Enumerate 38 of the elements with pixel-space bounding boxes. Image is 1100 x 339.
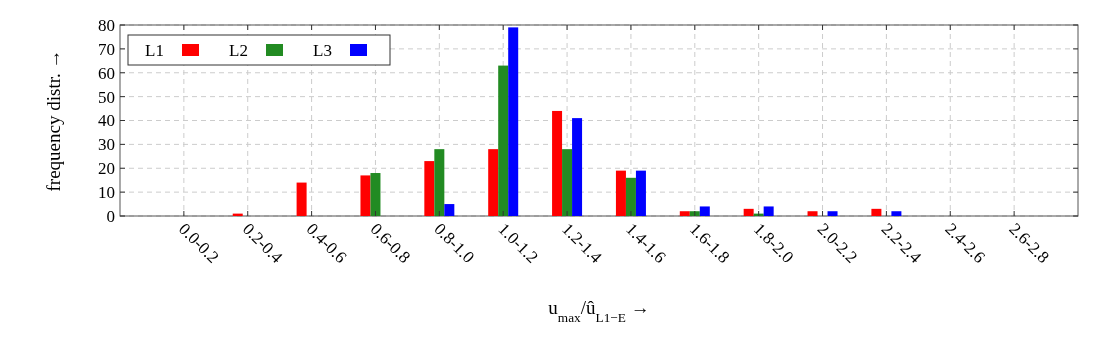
y-tick-label: 80: [98, 15, 115, 35]
bar: [615, 170, 626, 216]
bar: [296, 182, 307, 216]
legend-label: L1: [145, 41, 164, 60]
bar: [625, 177, 636, 216]
bar: [498, 65, 509, 216]
bar: [635, 170, 646, 216]
bar: [572, 118, 583, 216]
bar: [508, 27, 519, 216]
y-tick-label: 40: [98, 111, 115, 131]
bar: [699, 206, 710, 216]
y-axis-title: frequency distr. →: [43, 49, 64, 192]
bar: [679, 211, 690, 216]
bar: [871, 208, 882, 216]
bar: [552, 110, 563, 216]
y-tick-label: 30: [98, 135, 115, 155]
x-axis-title: u$_{max}$/û$_{L1−E}$ →: [548, 297, 650, 325]
y-tick-label: 60: [98, 63, 115, 83]
bar: [488, 149, 499, 216]
bar: [763, 206, 774, 216]
bar: [370, 173, 381, 216]
legend-label: L3: [313, 41, 332, 60]
bar: [444, 204, 455, 216]
y-tick-label: 20: [98, 159, 115, 179]
bar: [827, 211, 838, 216]
y-tick-label: 70: [98, 39, 115, 59]
bar: [424, 161, 435, 216]
y-tick-label: 10: [98, 183, 115, 203]
y-tick-label: 0: [106, 206, 115, 226]
bar: [562, 149, 573, 216]
y-tick-label: 50: [98, 87, 115, 107]
bar: [891, 211, 902, 216]
bar: [689, 211, 700, 216]
legend-label: L2: [229, 41, 248, 60]
bar: [360, 175, 371, 216]
bar: [743, 208, 754, 216]
bar: [434, 149, 445, 216]
bar: [807, 211, 818, 216]
